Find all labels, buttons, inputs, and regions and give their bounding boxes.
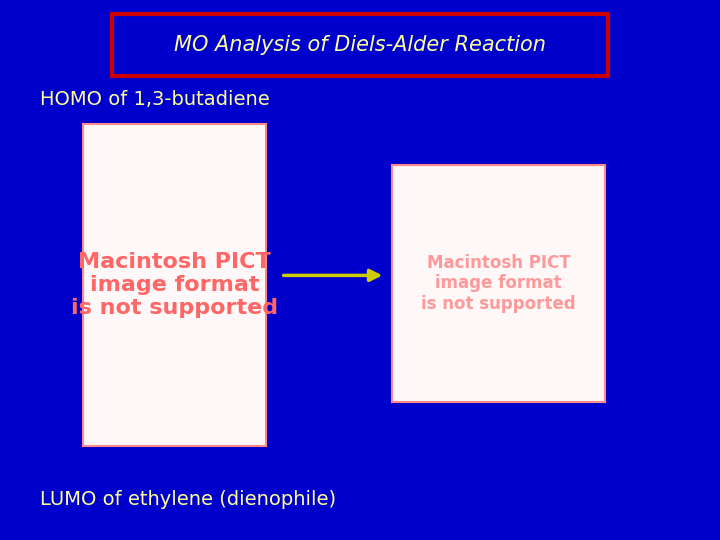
Text: Macintosh PICT
image format
is not supported: Macintosh PICT image format is not suppo… <box>421 254 576 313</box>
Text: Macintosh PICT
image format
is not supported: Macintosh PICT image format is not suppo… <box>71 252 278 318</box>
Text: LUMO of ethylene (dienophile): LUMO of ethylene (dienophile) <box>40 490 336 509</box>
Text: MO Analysis of Diels-Alder Reaction: MO Analysis of Diels-Alder Reaction <box>174 35 546 55</box>
FancyBboxPatch shape <box>112 14 608 76</box>
FancyBboxPatch shape <box>392 165 605 402</box>
FancyBboxPatch shape <box>83 124 266 446</box>
Text: HOMO of 1,3-butadiene: HOMO of 1,3-butadiene <box>40 90 269 110</box>
